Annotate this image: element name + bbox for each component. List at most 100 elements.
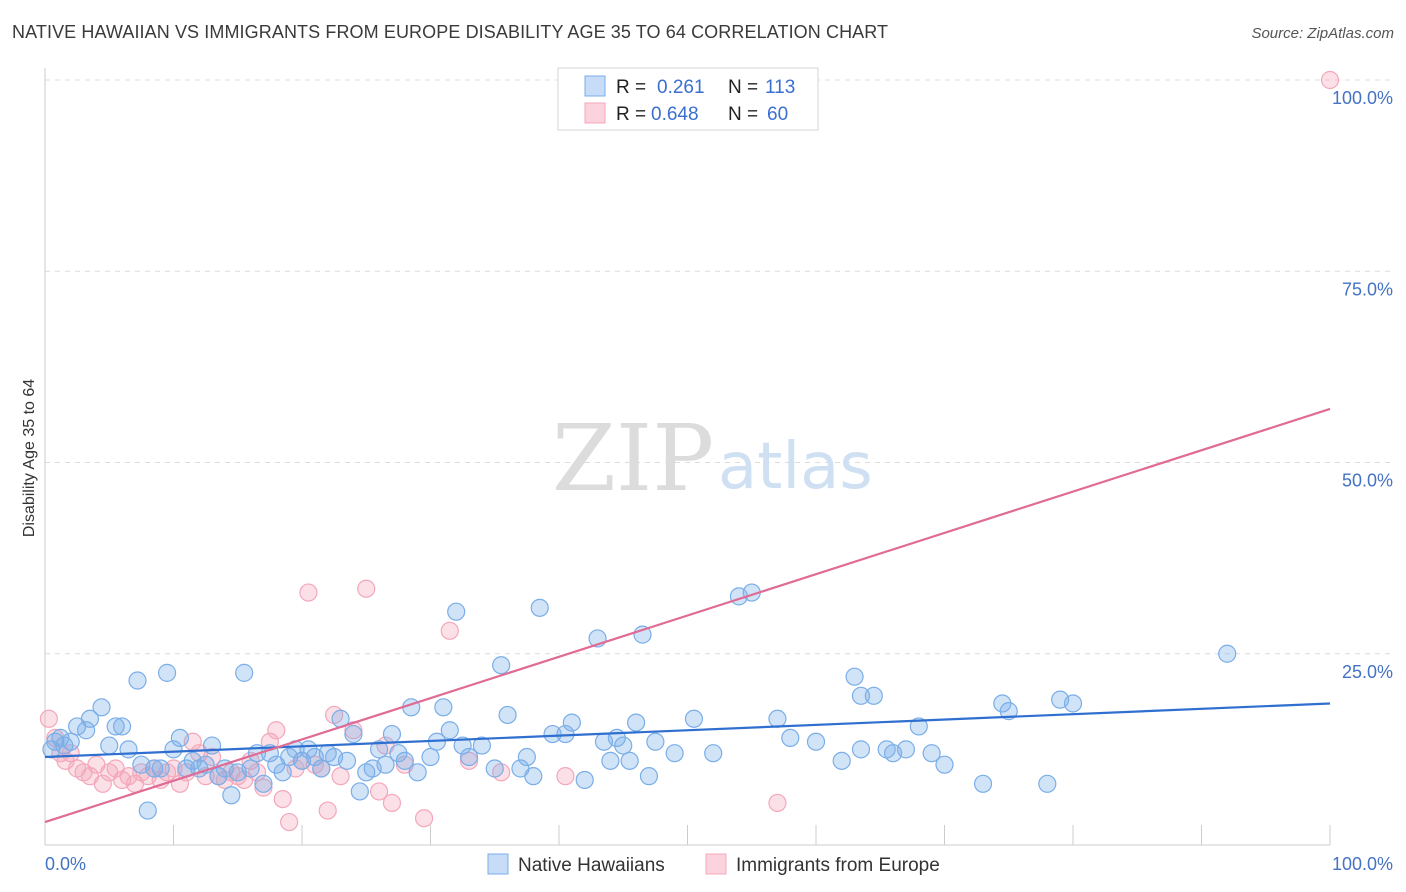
- scatter-point: [395, 751, 414, 770]
- scatter-point: [241, 759, 260, 778]
- scatter-point: [312, 759, 331, 778]
- scatter-point: [864, 686, 883, 705]
- scatter-point: [768, 709, 787, 728]
- watermark-atlas: atlas: [718, 430, 873, 504]
- scatter-point: [344, 724, 363, 744]
- scatter-point: [806, 732, 826, 751]
- scatter-point: [440, 721, 459, 740]
- scatter-point: [235, 663, 254, 682]
- scatter-point: [440, 621, 459, 640]
- y-tick-label: 100.0%: [1332, 88, 1393, 108]
- scatter-point: [254, 774, 273, 793]
- scatter-point: [896, 740, 916, 759]
- scatter-point: [151, 759, 170, 778]
- scatter-point: [370, 782, 389, 801]
- scatter-point: [973, 774, 993, 793]
- legend-r-label-1: R =: [616, 77, 646, 98]
- scatter-point: [421, 747, 440, 767]
- scatter-point: [408, 763, 427, 782]
- scatter-point: [517, 747, 536, 767]
- legend-swatch-native-hawaiians: [584, 75, 606, 97]
- scatter-point: [370, 740, 389, 759]
- legend-n-value-2: 60: [767, 104, 788, 125]
- scatter-point: [530, 598, 549, 617]
- scatter-point: [851, 686, 871, 705]
- watermark-zip: ZIP: [552, 405, 714, 512]
- scatter-point: [781, 728, 800, 748]
- scatter-point: [254, 778, 273, 797]
- scatter-point: [119, 740, 138, 759]
- scatter-point: [331, 767, 350, 786]
- scatter-point: [414, 809, 434, 828]
- scatter-point: [170, 728, 190, 748]
- scatter-point: [382, 724, 402, 744]
- scatter-point: [138, 801, 157, 820]
- legend-bottom: Native Hawaiians Immigrants from Europe: [487, 853, 940, 876]
- scatter-point: [620, 751, 639, 770]
- scatter-point: [77, 721, 96, 740]
- gridlines: [45, 79, 1395, 655]
- legend-r-label-2: R =: [616, 104, 646, 125]
- scatter-point: [485, 759, 504, 778]
- scatter-point: [357, 579, 376, 598]
- legend-r-value-2: 0.648: [651, 104, 699, 125]
- axes: [44, 68, 1331, 846]
- series-native-hawaiians: [42, 583, 1237, 820]
- scatter-point: [453, 736, 472, 755]
- scatter-point: [498, 705, 517, 725]
- scatter-point: [704, 744, 723, 763]
- scatter-point: [1063, 694, 1083, 713]
- scatter-point: [614, 736, 633, 755]
- scatter-point: [337, 751, 357, 770]
- scatter-point: [845, 667, 864, 686]
- scatter-point: [382, 793, 402, 813]
- legend-top: R = 0.261 N = 113 R = 0.648 N = 60: [557, 67, 819, 131]
- scatter-point: [543, 724, 562, 744]
- scatter-point: [1320, 70, 1340, 90]
- x-tick-label: 100.0%: [1332, 854, 1393, 874]
- scatter-point: [472, 736, 491, 755]
- trend-line-native-hawaiians: [44, 702, 1331, 759]
- y-tick-label: 25.0%: [1342, 662, 1393, 682]
- scatter-point: [280, 812, 299, 832]
- scatter-point: [684, 709, 704, 728]
- scatter-point: [222, 786, 241, 805]
- scatter-point: [447, 602, 466, 621]
- scatter-point: [909, 717, 928, 736]
- scatter-point: [344, 721, 363, 740]
- legend-r-value-1: 0.261: [657, 77, 705, 98]
- watermark: ZIP atlas: [552, 405, 873, 512]
- legend-swatch-immigrants-europe: [584, 102, 606, 124]
- scatter-point: [350, 782, 369, 801]
- scatter-point: [273, 789, 292, 809]
- scatter-point: [80, 709, 100, 728]
- scatter-point: [434, 698, 453, 717]
- chart-title: NATIVE HAWAIIAN VS IMMIGRANTS FROM EUROP…: [12, 22, 889, 42]
- scatter-point: [575, 770, 594, 790]
- bottom-legend-swatch-native-hawaiians: [487, 853, 509, 875]
- scatter-point: [61, 732, 80, 751]
- scatter-point: [935, 755, 954, 774]
- legend-n-label-1: N =: [728, 77, 758, 98]
- scatter-point: [832, 751, 851, 770]
- scatter-point: [626, 713, 646, 732]
- scatter-point: [922, 744, 941, 763]
- scatter-point: [92, 698, 111, 717]
- bottom-legend-label-immigrants-europe: Immigrants from Europe: [736, 855, 940, 876]
- trend-line-immigrants-from-europe: [44, 407, 1331, 824]
- source-label: Source: ZipAtlas.com: [1251, 25, 1394, 42]
- scatter-point: [665, 744, 684, 763]
- scatter-point: [318, 801, 337, 820]
- scatter-point: [164, 740, 183, 759]
- scatter-point: [556, 767, 575, 786]
- scatter-point: [39, 709, 58, 728]
- bottom-legend-label-native-hawaiians: Native Hawaiians: [518, 855, 665, 876]
- scatter-point: [145, 759, 164, 778]
- series-points: [39, 70, 1340, 832]
- scatter-point: [202, 736, 222, 755]
- scatter-point: [1218, 644, 1237, 663]
- scatter-point: [106, 717, 125, 736]
- scatter-point: [299, 583, 318, 602]
- y-tick-label: 50.0%: [1342, 471, 1393, 491]
